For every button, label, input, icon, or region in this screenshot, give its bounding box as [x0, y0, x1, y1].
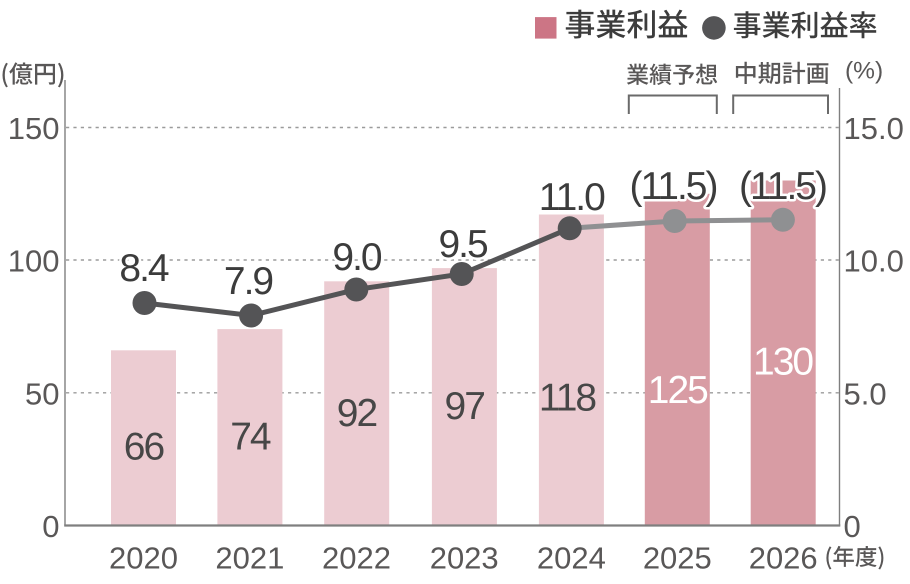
svg-text:66: 66: [124, 425, 164, 468]
svg-text:15.0: 15.0: [844, 111, 904, 146]
svg-text:7.9: 7.9: [224, 260, 273, 303]
svg-text:0: 0: [844, 509, 861, 544]
svg-text:2024: 2024: [537, 541, 606, 576]
svg-text:9.0: 9.0: [332, 236, 382, 279]
svg-text:2021: 2021: [215, 541, 284, 576]
svg-text:130: 130: [753, 341, 813, 384]
svg-text:(11.5): (11.5): [630, 165, 717, 208]
svg-text:100: 100: [8, 244, 60, 279]
svg-text:2025: 2025: [643, 541, 712, 576]
svg-text:2022: 2022: [322, 541, 391, 576]
svg-text:50: 50: [25, 377, 59, 412]
svg-text:2020: 2020: [109, 541, 178, 576]
svg-text:2026: 2026: [749, 541, 818, 576]
svg-text:(11.5): (11.5): [739, 165, 826, 208]
svg-text:10.0: 10.0: [844, 244, 904, 279]
svg-text:150: 150: [8, 111, 60, 146]
svg-text:92: 92: [337, 392, 377, 435]
svg-text:74: 74: [230, 415, 271, 458]
svg-text:5.0: 5.0: [844, 377, 887, 412]
svg-text:11.0: 11.0: [539, 176, 605, 219]
svg-text:9.5: 9.5: [438, 223, 488, 266]
svg-text:8.4: 8.4: [119, 247, 169, 290]
svg-text:97: 97: [445, 385, 485, 428]
svg-text:2023: 2023: [430, 541, 499, 576]
svg-text:125: 125: [648, 369, 708, 412]
svg-text:118: 118: [539, 377, 595, 420]
svg-text:0: 0: [42, 509, 59, 544]
svg-text:(%): (%): [845, 57, 883, 84]
